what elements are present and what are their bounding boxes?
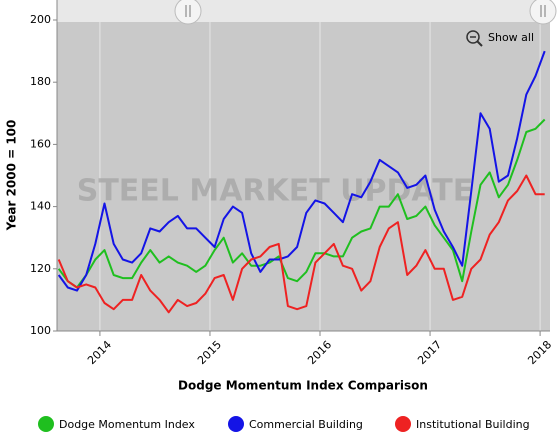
series-line: [57, 118, 546, 289]
x-tick-label: 2016: [305, 338, 334, 367]
x-tick-label: 2017: [415, 338, 444, 367]
x-axis-title: Dodge Momentum Index Comparison: [178, 379, 428, 393]
y-tick-label: 160: [30, 137, 51, 150]
button-label[interactable]: Show all: [488, 31, 534, 44]
x-tick-label: 2015: [195, 338, 224, 367]
y-tick-label: 140: [30, 200, 51, 213]
plot-background: [57, 0, 550, 331]
legend-item[interactable]: Commercial Building: [228, 416, 363, 432]
legend-marker: [228, 416, 244, 432]
y-tick-label: 120: [30, 262, 51, 275]
legend-marker: [38, 416, 54, 432]
legend-marker: [395, 416, 411, 432]
x-tick-label: 2018: [525, 338, 554, 367]
series-line: [57, 174, 545, 314]
navigator[interactable]: [57, 0, 550, 22]
legend-item[interactable]: Dodge Momentum Index: [38, 416, 195, 432]
y-tick-label: 100: [30, 324, 51, 337]
series-line: [57, 50, 546, 292]
zoom-icon: [476, 40, 483, 47]
y-axis-title: Year 2000 = 100: [5, 120, 19, 232]
navigator-handle[interactable]: [529, 0, 557, 25]
show-all-button[interactable]: Show all: [466, 30, 534, 47]
watermark: STEEL MARKET UPDATE: [77, 174, 474, 209]
y-tick-label: 180: [30, 75, 51, 88]
zoom-icon: [466, 30, 480, 44]
y-tick-label: 200: [30, 13, 51, 26]
navigator-handle[interactable]: [174, 0, 202, 25]
legend-label: Institutional Building: [416, 418, 530, 431]
legend-label: Commercial Building: [249, 418, 363, 431]
legend-label: Dodge Momentum Index: [59, 418, 195, 431]
x-tick-label: 2014: [85, 338, 114, 367]
legend-item[interactable]: Institutional Building: [395, 416, 530, 432]
